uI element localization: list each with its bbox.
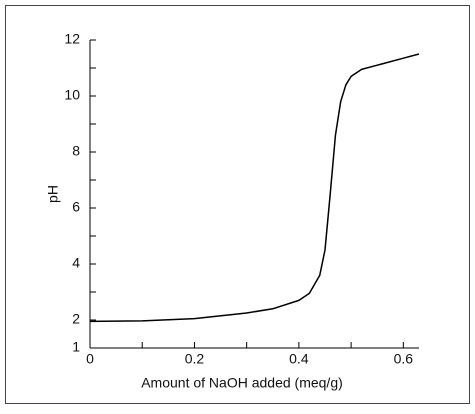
y-tick-label: 8: [72, 143, 80, 159]
x-tick-label: 0.4: [289, 351, 309, 367]
frame: [5, 5, 470, 404]
y-tick-label: 12: [64, 31, 80, 47]
x-tick-label: 0: [86, 351, 94, 367]
x-tick-label: 0.6: [394, 351, 414, 367]
curve: [89, 53, 420, 323]
y-tick-label: 6: [72, 199, 80, 215]
y-tick-label: 10: [64, 87, 80, 103]
y-tick-label: 2: [72, 311, 80, 327]
x-axis-label: Amount of NaOH added (meq/g): [141, 375, 343, 391]
y-axis-label: pH: [45, 185, 61, 203]
y-tick-label: 1: [72, 339, 80, 355]
y-tick-label: 4: [72, 255, 80, 271]
x-tick-label: 0.2: [185, 351, 205, 367]
